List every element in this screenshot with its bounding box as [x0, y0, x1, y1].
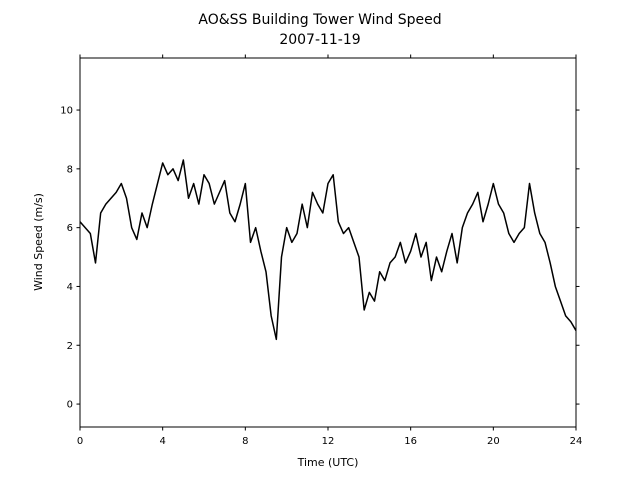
plot-frame — [79, 57, 577, 428]
chart-subtitle: 2007-11-19 — [279, 32, 360, 48]
y-axis-label: Wind Speed (m/s) — [32, 193, 45, 291]
line-series — [79, 159, 577, 341]
y-tick-label: 2 — [67, 341, 73, 352]
x-tick-label: 8 — [242, 436, 248, 447]
y-tick-label: 0 — [67, 400, 73, 411]
chart-title: AO&SS Building Tower Wind Speed — [198, 12, 441, 28]
x-tick-label: 4 — [159, 436, 165, 447]
x-tick-label: 12 — [322, 436, 335, 447]
y-tick-label: 10 — [60, 106, 73, 117]
y-tick-label: 8 — [67, 164, 73, 175]
y-tick-label: 4 — [67, 282, 73, 293]
y-tick-label: 6 — [67, 223, 73, 234]
x-tick-label: 16 — [404, 436, 417, 447]
x-tick-label: 24 — [570, 436, 583, 447]
x-tick-label: 20 — [487, 436, 500, 447]
x-tick-label: 0 — [77, 436, 83, 447]
x-axis-label: Time (UTC) — [297, 456, 359, 469]
